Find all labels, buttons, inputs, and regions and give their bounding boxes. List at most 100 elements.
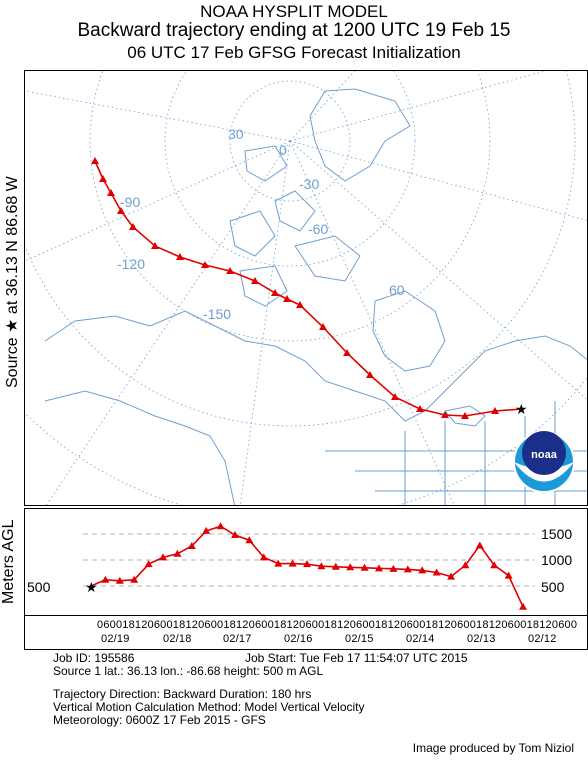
trajectory-marker xyxy=(283,295,291,302)
noaa-logo: noaa xyxy=(513,431,575,493)
trajectory-marker xyxy=(366,371,374,378)
date-label: 02/17 xyxy=(223,633,252,645)
grid-label-0: 0 xyxy=(279,142,287,158)
height-marker xyxy=(389,564,398,572)
trajectory-marker xyxy=(491,407,499,414)
height-gridlines xyxy=(83,533,535,587)
height-profile-chart: 1500 1000 500 500 ★ xyxy=(24,508,588,616)
grid-label-30: 30 xyxy=(228,126,244,142)
date-label: 02/15 xyxy=(345,633,374,645)
image-credit: Image produced by Tom Niziol xyxy=(412,741,574,755)
height-marker xyxy=(303,560,311,568)
trajectory-marker xyxy=(107,189,115,196)
height-marker xyxy=(274,559,283,567)
trajectory-marker xyxy=(91,157,99,164)
height-marker xyxy=(461,561,470,569)
map-svg: 30 0 -30 -60 -90 -120 -150 60 ★ noaa xyxy=(25,71,587,505)
height-marker xyxy=(202,526,211,534)
time-axis: 0600181206001812060018120600181206001812… xyxy=(24,616,588,650)
height-marker xyxy=(173,549,182,557)
grid-label-minus120: -120 xyxy=(117,256,145,272)
trajectory-marker xyxy=(251,277,259,284)
height-marker xyxy=(504,571,513,579)
grid-label-minus30: -30 xyxy=(299,176,319,192)
model-title: NOAA HYSPLIT MODEL xyxy=(200,2,388,21)
source-location-label: Source ★ at 36.13 N 86.68 W xyxy=(4,176,21,388)
date-label: 02/16 xyxy=(284,633,313,645)
height-marker xyxy=(187,541,196,549)
height-marker xyxy=(519,602,527,610)
height-tick-500: 500 xyxy=(541,579,565,595)
job-id: Job ID: 195586 xyxy=(53,651,135,665)
grid-label-minus150: -150 xyxy=(203,306,231,322)
height-markers xyxy=(101,522,527,610)
trajectory-marker xyxy=(176,253,184,260)
trajectory-marker xyxy=(416,405,424,412)
trajectory-marker xyxy=(441,411,449,418)
trajectory-marker xyxy=(461,412,469,419)
grid-label-minus60: -60 xyxy=(308,221,328,237)
trajectory-line xyxy=(94,160,523,417)
forecast-subtitle: 06 UTC 17 Feb GFSG Forecast Initializati… xyxy=(127,43,461,62)
height-marker xyxy=(375,564,383,572)
trajectory-marker xyxy=(271,289,279,296)
height-marker xyxy=(403,565,412,573)
height-marker xyxy=(432,568,441,576)
time-axis-hours: 0600181206001812060018120600181206001812… xyxy=(97,619,578,631)
height-marker xyxy=(130,575,139,583)
latitude-grid xyxy=(25,71,587,505)
height-source-star: ★ xyxy=(85,579,98,595)
trajectory-direction: Trajectory Direction: Backward Duration:… xyxy=(53,687,312,701)
meridian-grid xyxy=(25,71,587,505)
date-label: 02/12 xyxy=(528,633,557,645)
height-marker xyxy=(331,562,340,570)
trajectory-marker xyxy=(391,393,399,400)
height-marker xyxy=(245,536,254,544)
meteorology-info: Meteorology: 0600Z 17 Feb 2015 - GFS xyxy=(53,713,266,727)
trajectory-marker xyxy=(343,349,351,356)
height-marker xyxy=(490,561,499,569)
height-marker xyxy=(475,541,484,549)
height-marker xyxy=(144,560,153,568)
height-marker xyxy=(231,531,239,539)
trajectory-markers xyxy=(91,157,499,419)
height-marker xyxy=(159,553,167,561)
trajectory-title: Backward trajectory ending at 1200 UTC 1… xyxy=(77,20,511,41)
height-marker xyxy=(259,553,268,561)
trajectory-marker xyxy=(129,223,137,230)
source-star-marker: ★ xyxy=(515,401,528,417)
trajectory-marker xyxy=(319,323,327,330)
height-marker xyxy=(447,572,455,580)
height-marker xyxy=(288,559,297,567)
height-axis-label: Meters AGL xyxy=(0,519,17,604)
date-label: 02/13 xyxy=(467,633,496,645)
height-marker xyxy=(317,562,326,570)
trajectory-marker xyxy=(99,175,107,182)
date-label: 02/18 xyxy=(163,633,192,645)
height-marker xyxy=(360,563,369,571)
height-marker xyxy=(346,563,355,571)
vertical-motion-method: Vertical Motion Calculation Method: Mode… xyxy=(53,700,365,714)
trajectory-marker xyxy=(117,207,125,214)
height-marker xyxy=(115,576,124,584)
trajectory-marker xyxy=(226,267,234,274)
date-label: 02/14 xyxy=(406,633,435,645)
source-details: Source 1 lat.: 36.13 lon.: -86.68 height… xyxy=(53,664,324,678)
height-tick-1500: 1500 xyxy=(541,526,572,542)
trajectory-map: 30 0 -30 -60 -90 -120 -150 60 ★ noaa xyxy=(24,70,588,506)
height-marker xyxy=(216,522,225,530)
grid-label-60: 60 xyxy=(389,282,405,298)
coastlines xyxy=(44,88,587,505)
trajectory-marker xyxy=(201,261,209,268)
date-label: 02/19 xyxy=(101,633,130,645)
height-marker xyxy=(418,566,427,574)
job-start: Job Start: Tue Feb 17 11:54:07 UTC 2015 xyxy=(245,651,468,665)
noaa-logo-text: noaa xyxy=(531,449,558,461)
trajectory-marker xyxy=(151,242,159,249)
grid-label-minus90: -90 xyxy=(120,194,140,210)
height-start-label: 500 xyxy=(27,579,51,595)
height-tick-1000: 1000 xyxy=(541,552,572,568)
height-marker xyxy=(101,575,110,583)
height-svg: 1500 1000 500 500 ★ xyxy=(27,522,572,610)
